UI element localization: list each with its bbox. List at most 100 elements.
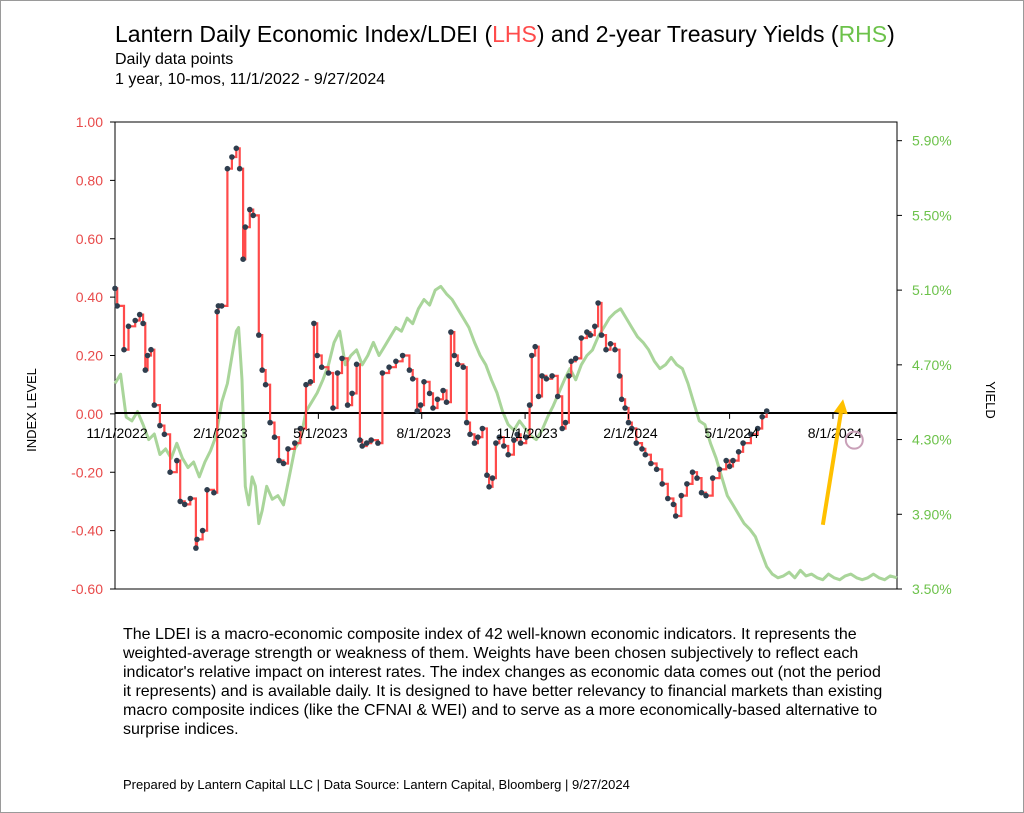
- ldei-point: [142, 367, 149, 373]
- x-tick-label: 2/1/2024: [603, 425, 658, 441]
- ldei-point: [267, 419, 273, 426]
- ldei-point: [689, 469, 696, 476]
- ldei-point: [359, 443, 366, 449]
- right-tick-label: 3.50%: [912, 581, 952, 597]
- ldei-point: [592, 323, 598, 330]
- ldei-point: [167, 469, 173, 476]
- ldei-point: [421, 379, 427, 385]
- x-axis: 11/1/2022 2/1/2023 5/1/2023 8/1/2023 11/1/20…: [86, 413, 862, 441]
- right-tick-label: 3.90%: [912, 506, 952, 522]
- ldei-point: [330, 405, 336, 411]
- ldei-point: [242, 224, 249, 230]
- left-tick-label: 1.00: [76, 114, 103, 130]
- ldei-point: [672, 513, 679, 519]
- ldei-point: [460, 364, 467, 371]
- yield-series: [113, 284, 898, 582]
- ldei-point: [653, 466, 660, 473]
- right-tick-label: 4.70%: [912, 357, 952, 373]
- ldei-point: [280, 460, 287, 467]
- ldei-point: [501, 443, 507, 449]
- ldei-point: [199, 527, 206, 534]
- ldei-point: [399, 352, 406, 359]
- ldei-point: [307, 379, 314, 385]
- ldei-point: [607, 341, 614, 347]
- left-tick-label: 0.40: [76, 289, 103, 305]
- left-tick-label: -0.40: [71, 523, 103, 539]
- ldei-point: [489, 475, 496, 481]
- ldei-point: [434, 396, 441, 403]
- ldei-point: [562, 419, 569, 426]
- ldei-point: [496, 434, 503, 441]
- ldei-point: [486, 484, 492, 490]
- ldei-point: [566, 373, 572, 379]
- ldei-point: [114, 303, 120, 309]
- trend-arrow-shaft: [820, 412, 843, 526]
- ldei-point: [568, 358, 574, 365]
- ldei-point: [754, 425, 761, 432]
- ldei-point: [440, 387, 446, 394]
- left-axis: 1.00 0.80 0.60 0.40 0.20 0.00 -0.20 -0.40 -0.60: [71, 114, 115, 597]
- ldei-point: [174, 457, 180, 464]
- chart-subtitle: Daily data points: [115, 51, 234, 68]
- ldei-point: [505, 451, 512, 458]
- right-tick-label: 5.10%: [912, 282, 952, 298]
- ldei-point: [479, 425, 486, 432]
- ldei-point: [161, 431, 168, 438]
- ldei-point: [678, 492, 685, 499]
- ldei-point: [529, 352, 535, 359]
- ldei-point: [132, 317, 138, 324]
- ldei-point: [523, 434, 529, 441]
- right-axis: 5.90% 5.50% 5.10% 4.70% 4.30% 3.90% 3.50%: [897, 133, 952, 597]
- ldei-point: [262, 381, 269, 388]
- ldei-point: [709, 475, 716, 481]
- ldei-point: [229, 154, 235, 160]
- ldei-point: [475, 434, 481, 441]
- ldei-point: [187, 495, 194, 502]
- ldei-point: [639, 446, 645, 452]
- ldei-point: [616, 373, 623, 379]
- x-tick-label: 11/1/2022: [86, 425, 147, 441]
- right-tick-label: 5.90%: [912, 133, 952, 149]
- x-tick-label: 8/1/2023: [396, 425, 451, 441]
- ldei-point: [648, 460, 654, 467]
- x-tick-label: 11/1/2023: [496, 425, 557, 441]
- ldei-point: [148, 346, 154, 353]
- ldei-point: [303, 381, 309, 388]
- ldei-point: [393, 358, 399, 365]
- ldei-point: [157, 422, 163, 429]
- description-text: The LDEI is a macro-economic composite i…: [123, 626, 883, 738]
- ldei-point: [339, 355, 345, 362]
- ldei-point: [740, 440, 746, 446]
- ldei-point: [451, 352, 458, 359]
- left-axis-title: INDEX LEVEL: [24, 368, 39, 452]
- ldei-point: [694, 475, 700, 481]
- ldei-point: [344, 402, 351, 408]
- ldei-point: [297, 425, 304, 432]
- chart-title: Lantern Daily Economic Index/LDEI (LHS) …: [115, 20, 895, 48]
- plot-area: [114, 121, 898, 590]
- ldei-point: [559, 425, 565, 432]
- ldei-point: [414, 408, 421, 414]
- ldei-point: [214, 308, 220, 315]
- left-tick-label: 0.80: [76, 172, 103, 188]
- ldei-point: [125, 323, 132, 330]
- ldei-point: [698, 489, 705, 496]
- ldei-point: [467, 431, 473, 438]
- ldei-line: [115, 147, 768, 550]
- annotations: [820, 399, 864, 526]
- ldei-point: [136, 311, 143, 318]
- ldei-point: [572, 355, 579, 362]
- ldei-point: [633, 440, 640, 446]
- ldei-point: [112, 285, 118, 292]
- ldei-point: [426, 390, 433, 397]
- ldei-point: [363, 440, 370, 446]
- ldei-point: [684, 481, 690, 487]
- ldei-point: [659, 481, 665, 487]
- ldei-point: [535, 393, 542, 400]
- ldei-point: [353, 361, 360, 368]
- ldei-point: [598, 332, 605, 338]
- title-suffix: ): [887, 21, 895, 47]
- right-tick-label: 5.50%: [912, 207, 952, 223]
- footer-source: Prepared by Lantern Capital LLC | Data S…: [123, 777, 630, 792]
